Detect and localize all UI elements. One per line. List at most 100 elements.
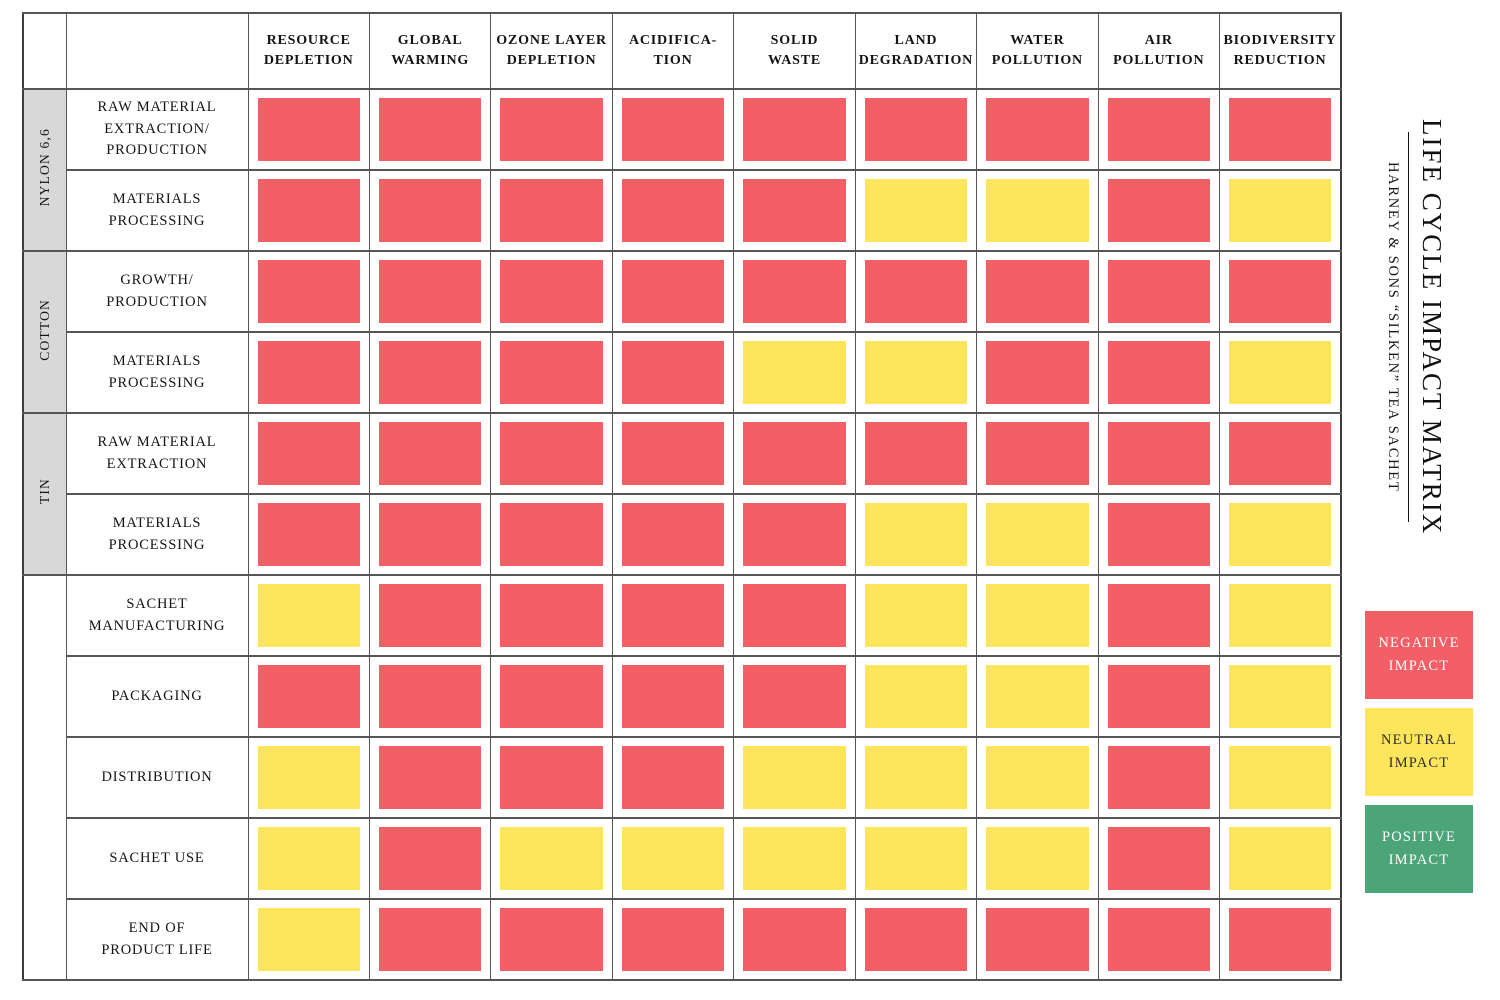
impact-cell — [854, 250, 978, 333]
impact-cell — [976, 574, 1099, 657]
matrix-body: NYLON 6,6 RAW MATERIAL EXTRACTION/ PRODUC… — [22, 88, 1342, 981]
impact-negative-block — [500, 341, 603, 404]
impact-negative-block — [378, 746, 482, 809]
impact-neutral-block — [864, 665, 968, 728]
matrix-row: DISTRIBUTION — [23, 736, 1342, 819]
impact-negative-block — [378, 260, 482, 323]
impact-negative-block — [378, 908, 482, 971]
column-header: SOLID WASTE — [733, 12, 856, 90]
impact-negative-block — [378, 341, 482, 404]
impact-neutral-block — [864, 746, 968, 809]
impact-neutral-block — [500, 827, 603, 890]
impact-neutral-block — [986, 746, 1089, 809]
impact-negative-block — [1107, 746, 1210, 809]
matrix-row: MATERIALS PROCESSING — [23, 331, 1342, 414]
impact-cell — [247, 655, 370, 738]
impact-cell — [1097, 817, 1221, 900]
impact-negative-block — [864, 260, 968, 323]
impact-cell — [854, 169, 978, 252]
impact-negative-block — [621, 260, 725, 323]
impact-cell — [247, 817, 370, 900]
column-header: BIODIVERSITY REDUCTION — [1219, 12, 1342, 90]
impact-cell — [854, 736, 978, 819]
impact-cell — [1219, 412, 1342, 495]
impact-negative-block — [1107, 341, 1210, 404]
impact-neutral-block — [864, 341, 968, 404]
impact-negative-block — [743, 908, 846, 971]
impact-cell — [611, 88, 735, 171]
group-label-cell: NYLON 6,6 — [22, 88, 67, 252]
impact-negative-block — [257, 179, 360, 242]
impact-cell — [490, 493, 613, 576]
impact-cell — [1097, 736, 1221, 819]
impact-cell — [1219, 898, 1342, 981]
column-header: OZONE LAYER DEPLETION — [490, 12, 613, 90]
column-header: RESOURCE DEPLETION — [247, 12, 370, 90]
impact-cell — [976, 412, 1099, 495]
impact-neutral-block — [257, 584, 360, 647]
impact-cell — [733, 250, 856, 333]
column-header: ACIDIFICA- TION — [611, 12, 735, 90]
impact-cell — [368, 331, 492, 414]
impact-cell — [490, 898, 613, 981]
matrix-row: END OF PRODUCT LIFE — [23, 898, 1342, 981]
impact-neutral-block — [1229, 341, 1331, 404]
impact-negative-block — [1229, 908, 1331, 971]
impact-negative-block — [743, 584, 846, 647]
impact-negative-block — [743, 665, 846, 728]
impact-cell — [490, 412, 613, 495]
impact-negative-block — [743, 503, 846, 566]
impact-cell — [733, 88, 856, 171]
impact-negative-block — [1107, 584, 1210, 647]
impact-neutral-block — [743, 341, 846, 404]
matrix-table: RESOURCE DEPLETION GLOBAL WARMING OZONE LA… — [22, 12, 1342, 981]
impact-cell — [733, 655, 856, 738]
impact-cell — [1219, 817, 1342, 900]
impact-cell — [490, 169, 613, 252]
impact-cell — [247, 169, 370, 252]
impact-cell — [368, 655, 492, 738]
impact-cell — [490, 88, 613, 171]
impact-cell — [490, 250, 613, 333]
impact-negative-block — [378, 422, 482, 485]
chart-subtitle: HARNEY & SONS “SILKEN” TEA SACHET — [1385, 161, 1401, 493]
impact-cell — [611, 493, 735, 576]
impact-negative-block — [1229, 260, 1331, 323]
impact-cell — [368, 88, 492, 171]
impact-neutral-block — [986, 179, 1089, 242]
impact-negative-block — [864, 908, 968, 971]
impact-cell — [247, 88, 370, 171]
impact-negative-block — [743, 260, 846, 323]
impact-cell — [854, 493, 978, 576]
impact-cell — [976, 898, 1099, 981]
column-header: LAND DEGRADATION — [854, 12, 978, 90]
group-label: COTTON — [36, 298, 52, 361]
impact-cell — [733, 817, 856, 900]
impact-negative-block — [986, 260, 1089, 323]
stage-label-cell: END OF PRODUCT LIFE — [65, 898, 249, 981]
title-divider-rule — [1408, 132, 1409, 522]
impact-cell — [1097, 250, 1221, 333]
impact-negative-block — [1229, 422, 1331, 485]
impact-cell — [854, 412, 978, 495]
impact-cell — [368, 817, 492, 900]
impact-neutral-block — [743, 746, 846, 809]
impact-cell — [733, 574, 856, 657]
stage-label-cell: RAW MATERIAL EXTRACTION — [65, 412, 249, 495]
impact-negative-block — [257, 422, 360, 485]
impact-negative-block — [621, 746, 725, 809]
impact-cell — [854, 655, 978, 738]
impact-negative-block — [1107, 260, 1210, 323]
impact-cell — [1097, 655, 1221, 738]
impact-cell — [368, 898, 492, 981]
impact-cell — [1097, 493, 1221, 576]
matrix-row: MATERIALS PROCESSING — [23, 169, 1342, 252]
stage-label-cell: DISTRIBUTION — [65, 736, 249, 819]
impact-negative-block — [621, 422, 725, 485]
impact-negative-block — [500, 665, 603, 728]
group-label-cell: TIN — [22, 412, 67, 576]
column-header: WATER POLLUTION — [976, 12, 1099, 90]
impact-cell — [611, 169, 735, 252]
impact-negative-block — [621, 584, 725, 647]
legend: NEGATIVE IMPACT NEUTRAL IMPACT POSITIVE IM… — [1365, 611, 1473, 893]
